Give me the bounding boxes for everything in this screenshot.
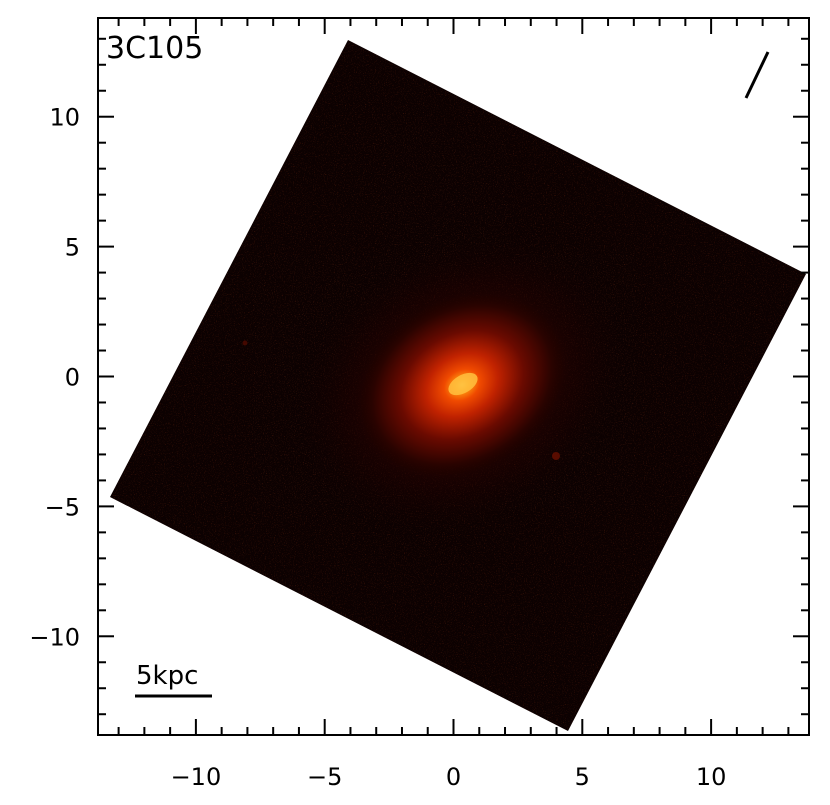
- orientation-marker: [744, 51, 770, 99]
- y-tick-label: −10: [29, 623, 80, 651]
- object-name-label: 3C105: [106, 31, 203, 66]
- galaxy-core: [448, 372, 478, 396]
- y-tick-label: 0: [65, 364, 80, 392]
- galaxy-emission: [110, 40, 806, 731]
- x-tick-label: 10: [696, 763, 727, 791]
- x-tick-label: 5: [575, 763, 590, 791]
- x-tick-label: −10: [171, 763, 222, 791]
- x-tick-label: 0: [446, 763, 461, 791]
- y-tick-label: 10: [49, 104, 80, 132]
- axis-ticks: [98, 18, 809, 735]
- y-tick-label: 5: [65, 234, 80, 262]
- y-tick-label: −5: [45, 493, 80, 521]
- x-tick-label: −5: [307, 763, 342, 791]
- scale-bar-label: 5kpc: [136, 661, 198, 691]
- axis-tick-labels: −10 −5 0 5 10 10 5 0 −5 −10: [29, 104, 726, 791]
